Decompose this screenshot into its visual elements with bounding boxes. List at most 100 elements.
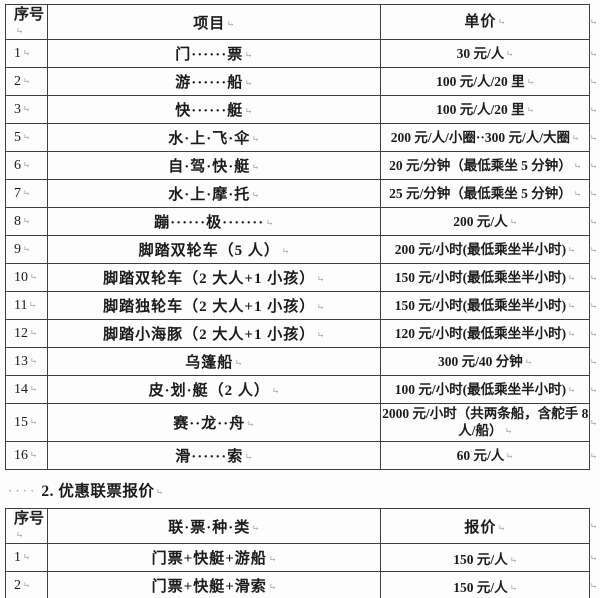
table-row: 2 ↵ 门票+快艇+滑索 ↵ 150 元/人 ↵ ↵ (5, 571, 600, 598)
end-of-row-mark: ↵ (590, 544, 600, 572)
combo-ticket-table: 序号↵ 联·票·种·类 ↵ 报价 ↵ ↵ 1 ↵ 门票+快艇+游船 ↵ 150 元/人 ↵… (5, 508, 600, 598)
paragraph-mark-icon: ↵ (23, 103, 31, 114)
paragraph-mark-icon: ↵ (504, 426, 513, 436)
price-cell: 100 元/人/20 里 ↵ (380, 95, 591, 124)
row-number-cell: 16 ↵ (5, 441, 48, 470)
item-cell: 滑······索 ↵ (46, 441, 382, 470)
end-of-row-mark: ↵ (590, 292, 600, 320)
paragraph-mark-icon: ↵ (30, 449, 38, 460)
paragraph-mark-icon: ↵ (590, 132, 598, 143)
paragraph-mark-icon: ↵ (16, 529, 24, 540)
item-cell: 水·上·飞·伞 ↵ (46, 123, 382, 152)
row-number-cell: 12 ↵ (5, 319, 48, 348)
item-cell: 门票+快艇+游船 ↵ (46, 543, 382, 572)
table-row: 9 ↵ 脚踏双轮车（5 人） ↵ 200 元/小时(最低乘坐半小时) ↵ ↵ (5, 235, 600, 264)
paragraph-mark-icon: ↵ (506, 48, 514, 59)
price-cell: 30 元/人 ↵ (380, 39, 591, 68)
paragraph-mark-icon: ↵ (498, 522, 506, 533)
end-of-row-mark: ↵ (590, 442, 600, 470)
paragraph-mark-icon: ↵ (252, 162, 260, 172)
paragraph-mark-icon: ↵ (524, 356, 533, 367)
table-header-row: 序号↵ 项目 ↵ 单价 ↵ ↵ (5, 4, 600, 40)
paragraph-mark-icon: ↵ (30, 327, 38, 338)
paragraph-mark-icon: ↵ (590, 328, 598, 339)
paragraph-mark-icon: ↵ (568, 272, 576, 283)
end-of-row-mark: ↵ (590, 236, 600, 264)
end-of-row-mark: ↵ (590, 264, 600, 292)
paragraph-mark-icon: ↵ (506, 450, 514, 461)
end-of-row-mark: ↵ (590, 5, 600, 40)
paragraph-mark-icon: ↵ (568, 384, 576, 395)
item-cell: 门票+快艇+滑索 ↵ (46, 571, 382, 598)
row-number-cell: 3 ↵ (5, 95, 48, 124)
paragraph-mark-icon: ↵ (590, 417, 598, 428)
paragraph-mark-icon: ↵ (23, 187, 31, 198)
paragraph-mark-icon: ↵ (317, 330, 325, 340)
paragraph-mark-icon: ↵ (590, 216, 598, 227)
table-row: 16 ↵ 滑······索 ↵ 60 元/人 ↵ ↵ (5, 441, 600, 470)
end-of-row-mark: ↵ (590, 509, 600, 544)
paragraph-mark-icon: ↵ (29, 299, 38, 310)
paragraph-mark-icon: ↵ (590, 104, 598, 115)
paragraph-mark-icon: ↵ (247, 419, 255, 429)
paragraph-mark-icon: ↵ (590, 580, 598, 591)
table-row: 14 ↵ 皮·划·艇（2 人） ↵ 100 元/小时(最低乘坐半小时) ↵ ↵ (5, 375, 600, 404)
paragraph-mark-icon: ↵ (590, 521, 598, 531)
paragraph-mark-icon: ↵ (590, 552, 598, 563)
item-cell: 快······艇 ↵ (46, 95, 382, 124)
paragraph-mark-icon: ↵ (317, 274, 325, 284)
paragraph-mark-icon: ↵ (590, 384, 598, 395)
price-cell: 150 元/人 ↵ (380, 543, 590, 572)
paragraph-mark-icon: ↵ (509, 554, 518, 565)
header-no-label: 序号 (14, 6, 45, 23)
header-item: 项目 ↵ (46, 4, 382, 40)
end-of-row-mark: ↵ (590, 208, 600, 236)
row-number-cell: 6 ↵ (5, 151, 48, 180)
item-cell: 门······票 ↵ (46, 39, 382, 68)
table-row: 7 ↵ 水·上·摩·托 ↵ 25 元/分钟（最低乘坐 5 分钟） ↵ ↵ (5, 179, 600, 208)
paragraph-mark-icon: ↵ (235, 358, 243, 368)
price-cell: 150 元/人 ↵ (380, 571, 590, 598)
end-of-row-mark: ↵ (590, 404, 600, 442)
paragraph-mark-icon: ↵ (23, 551, 31, 562)
end-of-row-mark: ↵ (590, 68, 600, 96)
paragraph-mark-icon: ↵ (568, 328, 576, 339)
table-row: 3 ↵ 快······艇 ↵ 100 元/人/20 里 ↵ ↵ (5, 95, 600, 124)
item-cell: 脚踏独轮车（2 大人+1 小孩） ↵ (46, 291, 382, 320)
paragraph-mark-icon: ↵ (526, 76, 535, 87)
price-cell: 300 元/40 分钟 ↵ (380, 347, 591, 376)
price-cell: 150 元/小时(最低乘坐半小时) ↵ (380, 291, 591, 320)
paragraph-mark-icon: ↵ (590, 160, 598, 171)
row-number-cell: 7 ↵ (5, 179, 48, 208)
header-price: 报价 ↵ (380, 508, 590, 544)
end-of-row-mark: ↵ (590, 572, 600, 598)
row-number-cell: 2 ↵ (5, 571, 48, 598)
paragraph-mark-icon: ↵ (509, 582, 518, 593)
paragraph-mark-icon: ↵ (252, 134, 260, 144)
item-cell: 皮·划·艇（2 人） ↵ (46, 375, 382, 404)
end-of-row-mark: ↵ (590, 320, 600, 348)
paragraph-mark-icon: ↵ (30, 416, 38, 427)
paragraph-mark-icon: ↵ (23, 131, 31, 142)
paragraph-mark-icon: ↵ (590, 272, 598, 283)
paragraph-mark-icon: ↵ (30, 271, 38, 282)
header-item: 联·票·种·类 ↵ (46, 508, 382, 544)
paragraph-mark-icon: ↵ (498, 16, 506, 27)
table-row: 5 ↵ 水·上·飞·伞 ↵ 200 元/人/小圈··300 元/人/大圈 ↵ ↵ (5, 123, 600, 152)
table-row: 1 ↵ 门票+快艇+游船 ↵ 150 元/人 ↵ ↵ (5, 543, 600, 572)
header-price-label: 单价 (464, 13, 497, 30)
paragraph-mark-icon: ↵ (23, 243, 31, 254)
end-of-row-mark: ↵ (590, 180, 600, 208)
paragraph-mark-icon: ↵ (156, 487, 164, 497)
paragraph-mark-icon: ↵ (252, 190, 260, 200)
row-number-cell: 13 ↵ (5, 347, 48, 376)
row-number-cell: 15 ↵ (5, 403, 48, 442)
item-cell: 蹦······极······· ↵ (46, 207, 382, 236)
paragraph-mark-icon: ↵ (227, 18, 235, 29)
paragraph-mark-icon: ↵ (572, 132, 580, 143)
price-cell: 60 元/人 ↵ (380, 441, 591, 470)
table-row: 10 ↵ 脚踏双轮车（2 大人+1 小孩） ↵ 150 元/小时(最低乘坐半小时) ↵… (5, 263, 600, 292)
paragraph-mark-icon: ↵ (573, 160, 582, 171)
paragraph-mark-icon: ↵ (590, 244, 598, 255)
